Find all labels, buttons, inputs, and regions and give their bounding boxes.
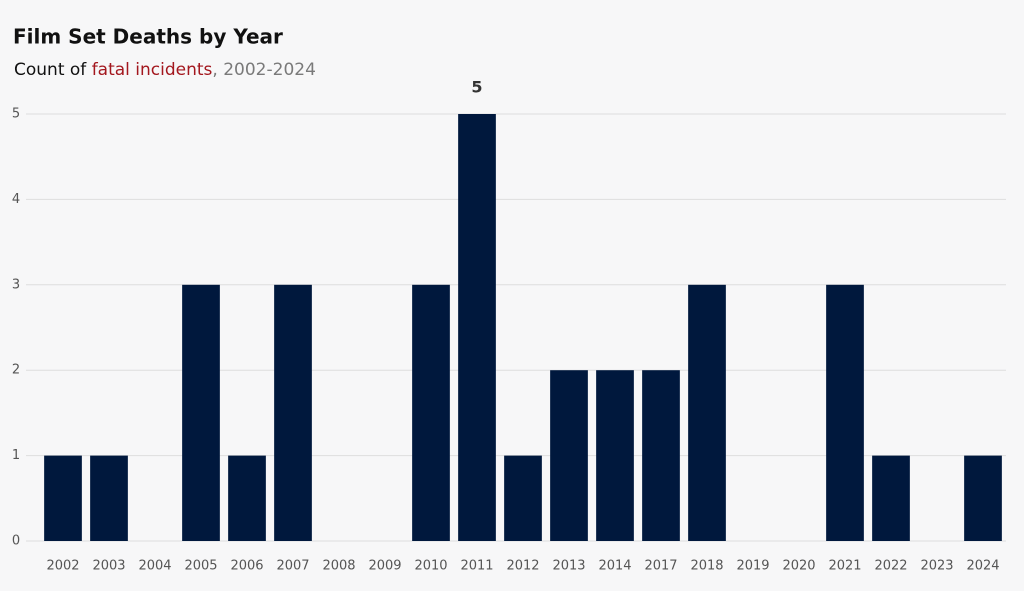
x-tick-label: 2021 xyxy=(828,559,861,574)
x-tick-label: 2003 xyxy=(92,559,125,574)
bar xyxy=(504,455,542,541)
x-tick-label: 2020 xyxy=(782,559,815,574)
bar xyxy=(596,370,634,541)
subtitle-part: Count of xyxy=(14,60,92,80)
bar xyxy=(412,284,450,541)
bar xyxy=(274,284,312,541)
chart-title: Film Set Deaths by Year xyxy=(13,25,283,49)
x-tick-label: 2002 xyxy=(46,559,79,574)
x-tick-label: 2019 xyxy=(736,559,769,574)
bar xyxy=(688,284,726,541)
x-tick-label: 2005 xyxy=(184,559,217,574)
bar xyxy=(872,455,910,541)
x-tick-label: 2024 xyxy=(966,559,999,574)
x-tick-label: 2009 xyxy=(368,559,401,574)
y-tick-label: 1 xyxy=(12,448,20,463)
x-tick-label: 2018 xyxy=(690,559,723,574)
y-tick-label: 2 xyxy=(12,363,20,378)
chart-subtitle: Count of fatal incidents, 2002-2024 xyxy=(14,60,316,80)
x-tick-label: 2006 xyxy=(230,559,263,574)
x-tick-label: 2010 xyxy=(414,559,447,574)
x-tick-label: 2004 xyxy=(138,559,171,574)
bar xyxy=(964,455,1002,541)
x-tick-label: 2011 xyxy=(460,559,493,574)
bar xyxy=(550,370,588,541)
y-tick-label: 3 xyxy=(12,277,20,292)
bar xyxy=(826,284,864,541)
bar xyxy=(44,455,82,541)
bar xyxy=(182,284,220,541)
bar xyxy=(642,370,680,541)
y-tick-label: 5 xyxy=(12,107,20,122)
subtitle-part: , 2002-2024 xyxy=(212,60,315,80)
subtitle-part: fatal incidents xyxy=(92,60,213,80)
x-tick-label: 2014 xyxy=(598,559,631,574)
x-tick-label: 2007 xyxy=(276,559,309,574)
x-tick-label: 2013 xyxy=(552,559,585,574)
y-tick-label: 0 xyxy=(12,534,20,549)
y-tick-label: 4 xyxy=(12,192,20,207)
data-label: 5 xyxy=(471,78,482,97)
x-tick-label: 2012 xyxy=(506,559,539,574)
bar xyxy=(458,114,496,541)
x-tick-label: 2017 xyxy=(644,559,677,574)
x-tick-label: 2023 xyxy=(920,559,953,574)
x-tick-label: 2022 xyxy=(874,559,907,574)
x-tick-label: 2008 xyxy=(322,559,355,574)
bar xyxy=(90,455,128,541)
bar xyxy=(228,455,266,541)
